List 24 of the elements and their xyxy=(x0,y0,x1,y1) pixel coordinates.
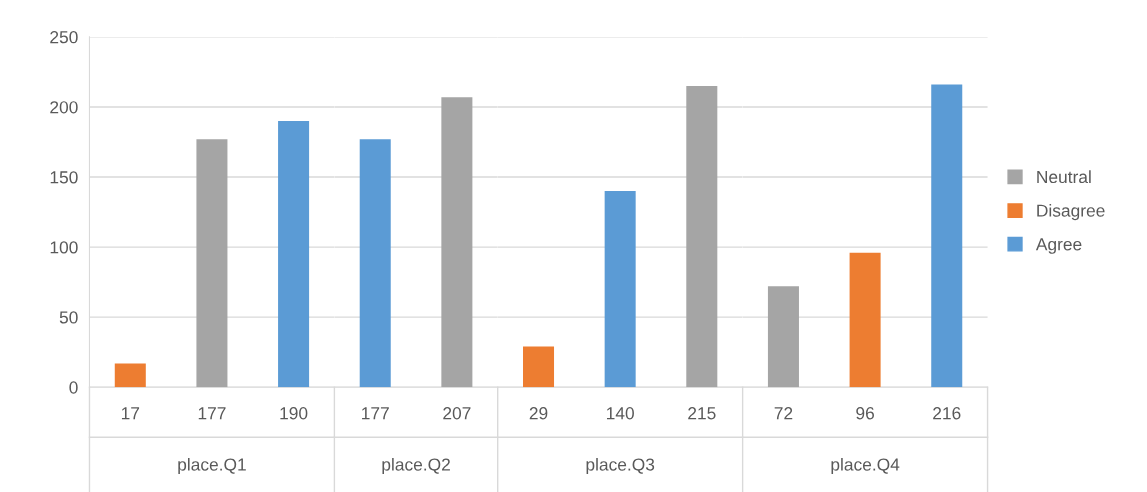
x-tick-label: 216 xyxy=(933,407,961,420)
y-tick-label: 100 xyxy=(50,241,78,254)
x-tick-label: 140 xyxy=(607,407,634,420)
y-tick-label: 0 xyxy=(69,381,78,394)
y-tick-label: 250 xyxy=(50,31,78,44)
text: place.Q2 xyxy=(382,457,450,475)
x-tick-label: 96 xyxy=(856,407,874,420)
text: place.Q4 xyxy=(831,457,900,475)
y-tick-label: 50 xyxy=(59,311,78,324)
y-tick-label: 150 xyxy=(50,171,78,184)
x-tick-label: 29 xyxy=(529,407,548,420)
legend-label: Neutral xyxy=(1037,170,1091,184)
x-tick-label: 72 xyxy=(774,407,793,420)
x-tick-label: 177 xyxy=(198,407,226,420)
x-tick-label: 207 xyxy=(443,407,471,420)
legend-label: Agree xyxy=(1035,238,1082,254)
text: place.Q3 xyxy=(586,457,655,475)
x-tick-label: 215 xyxy=(688,407,716,420)
text: place.Q1 xyxy=(178,457,246,475)
x-tick-label: 190 xyxy=(280,407,308,420)
x-tick-label: 177 xyxy=(362,407,389,420)
legend-label: Disagree xyxy=(1037,204,1105,221)
y-tick-label: 200 xyxy=(50,101,78,114)
x-tick-label: 17 xyxy=(121,407,140,420)
